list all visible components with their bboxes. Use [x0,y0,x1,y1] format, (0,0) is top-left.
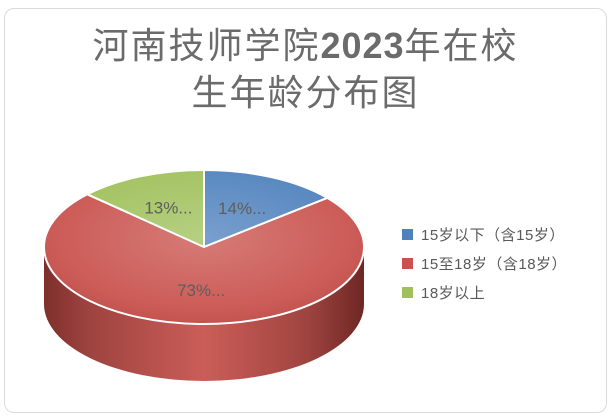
legend-item-15-to-18[interactable]: 15至18岁（含18岁） [402,253,567,273]
legend-swatch-red [402,257,413,269]
chart-title: 河南技师学院2023年在校 生年龄分布图 [0,22,611,117]
chart-title-line2: 生年龄分布图 [191,73,420,113]
chart-title-year: 2023 [320,25,405,66]
chart-title-text: 河南技师学院 [92,26,321,66]
legend-swatch-blue [402,228,413,240]
legend-label: 15至18岁（含18岁） [421,255,568,273]
pie-slice-label-0: 14%... [218,199,266,218]
legend-item-under-15[interactable]: 15岁以下（含15岁） [402,224,567,244]
legend-label: 15岁以下（含15岁） [421,226,565,244]
legend-label: 18岁以上 [421,284,486,302]
legend-swatch-green [402,286,413,298]
pie-slice-label-1: 73%... [177,281,225,300]
legend: 15岁以下（含15岁） 15至18岁（含18岁） 18岁以上 [402,224,567,302]
pie-side-wall [44,247,364,381]
legend-item-over-18[interactable]: 18岁以上 [402,282,567,302]
pie-slice-label-2: 13%... [144,198,192,217]
chart-title-text: 年在校 [404,26,519,66]
chart-title-line1: 河南技师学院2023年在校 [0,22,611,70]
